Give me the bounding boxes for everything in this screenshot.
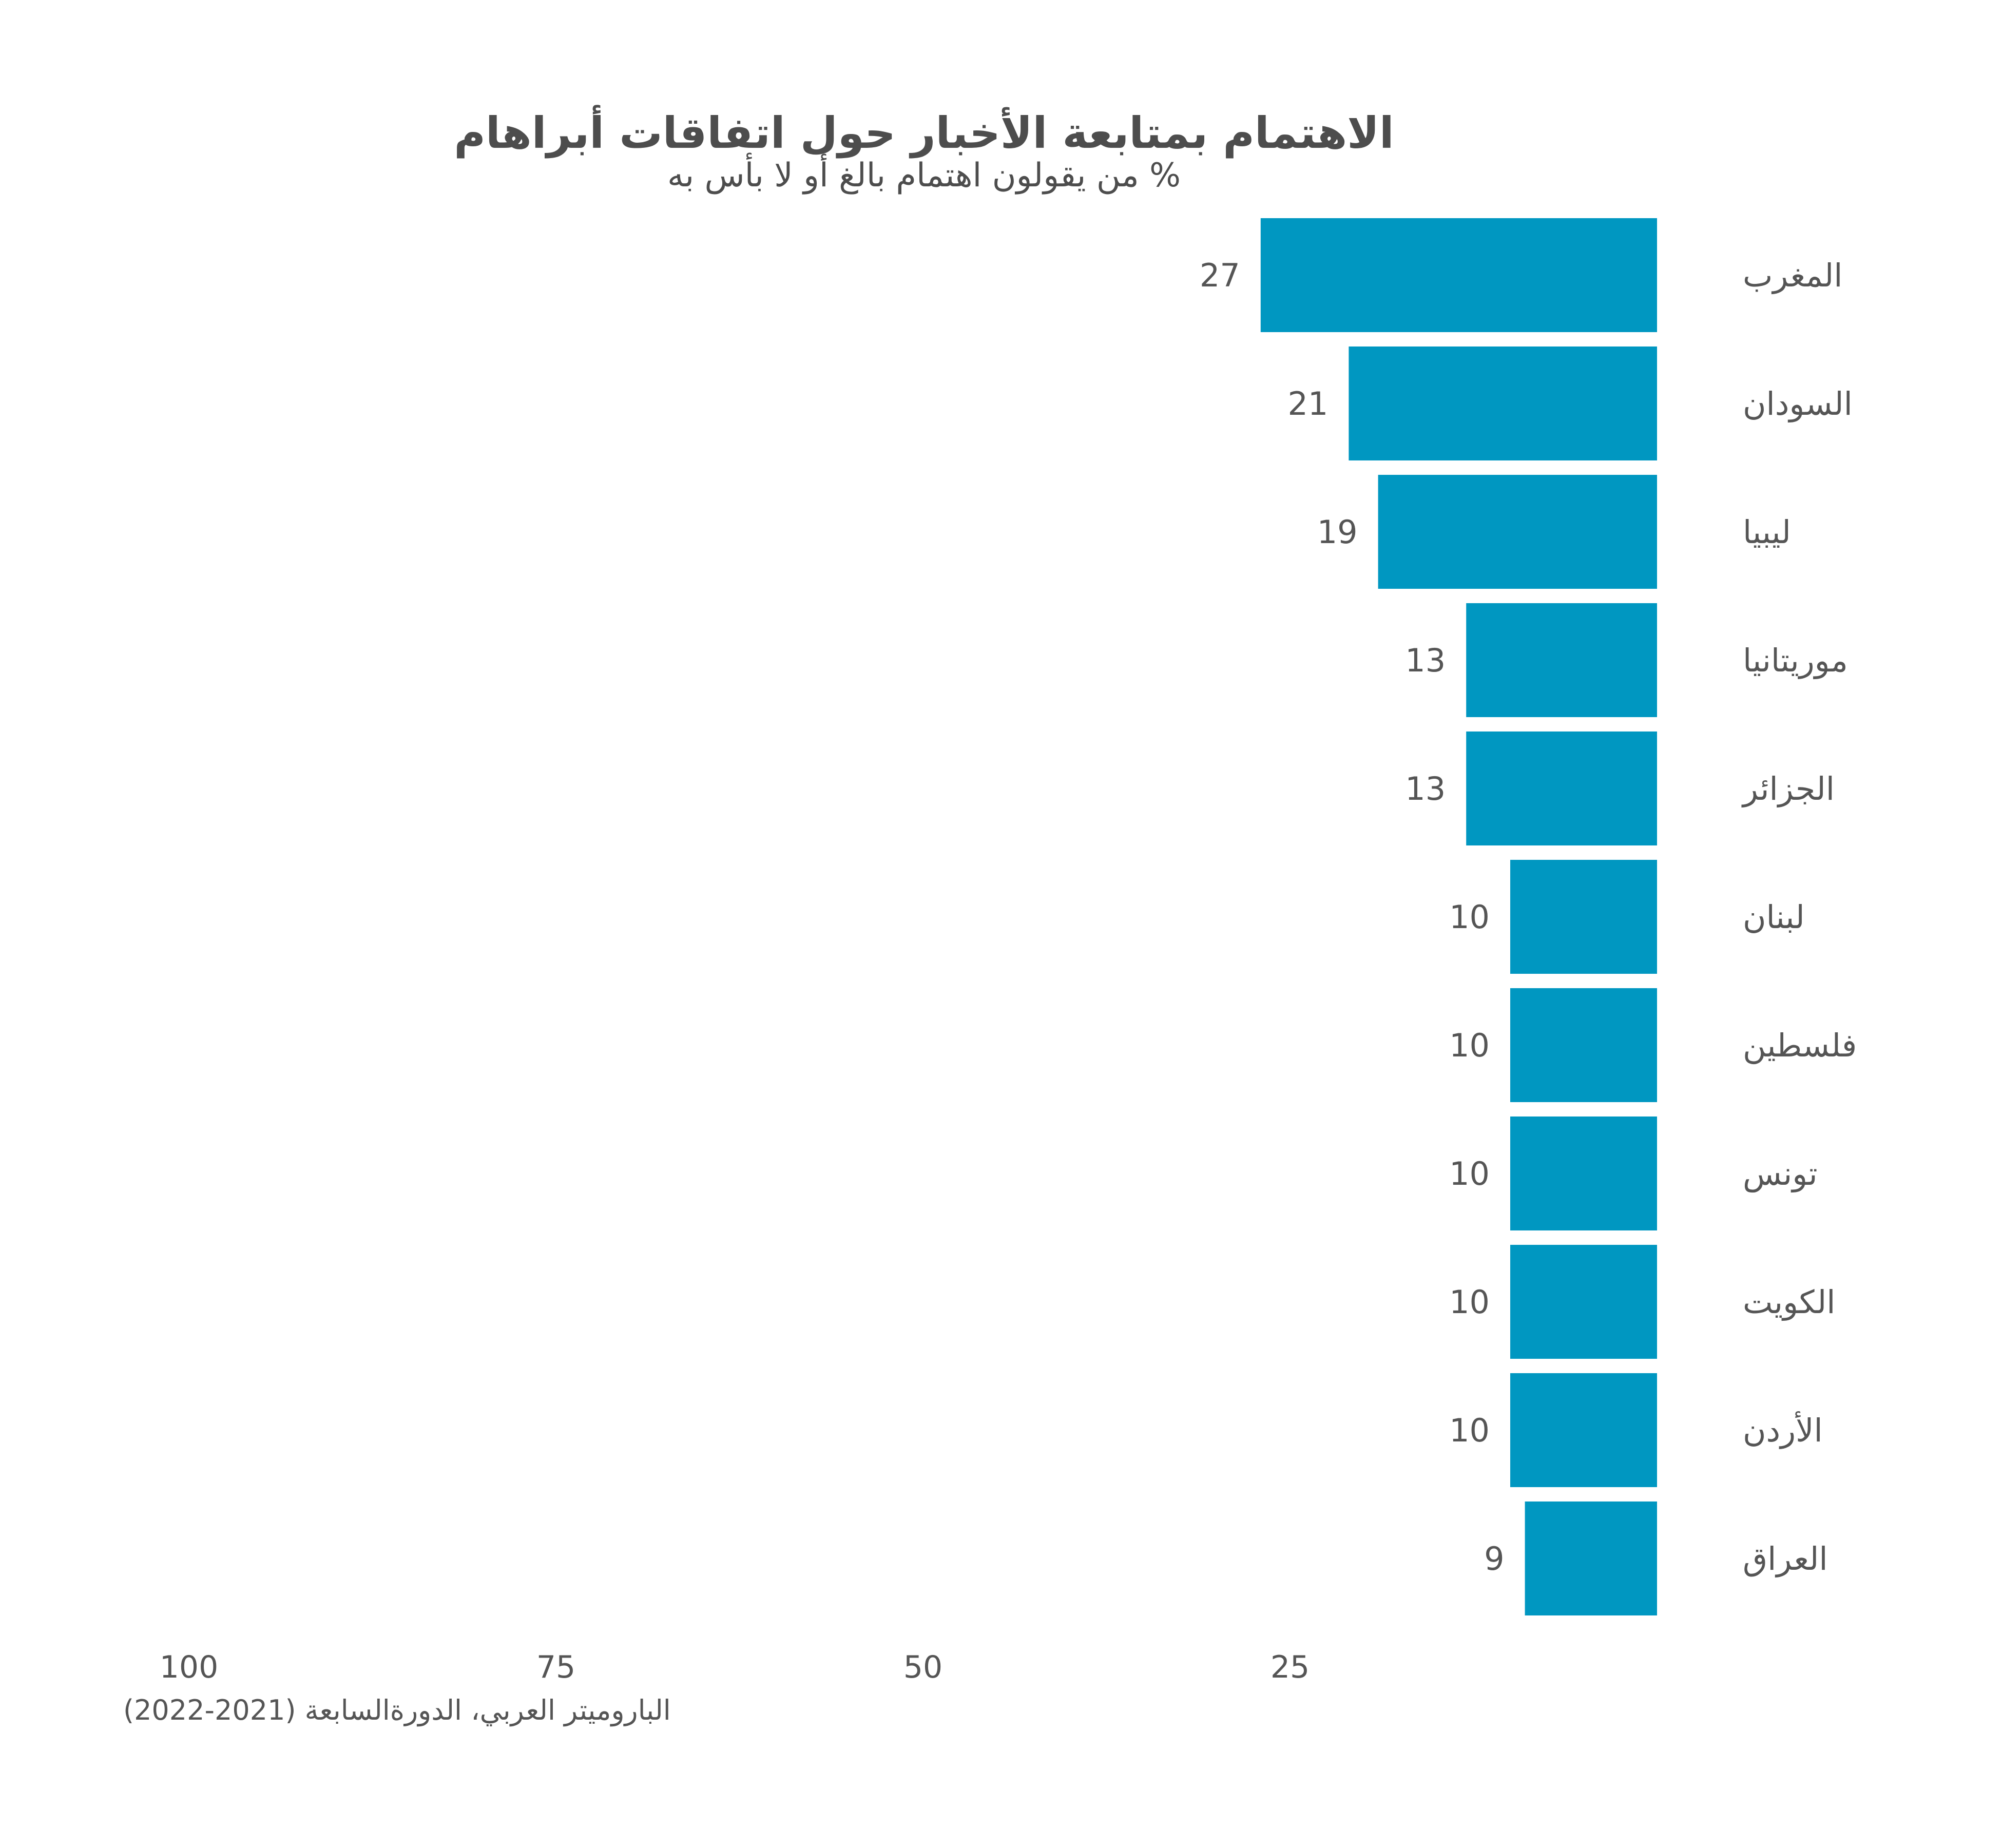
category-label-5: لبنان — [1743, 898, 1805, 936]
category-label-2: ليبيا — [1743, 513, 1791, 551]
bar-4 — [1466, 732, 1657, 845]
value-label-4: 13 — [1405, 770, 1446, 807]
value-label-7: 10 — [1449, 1155, 1490, 1192]
source-note: الباروميتر العربي، الدورةالسابعة (2021-2… — [123, 1694, 671, 1726]
bar-3 — [1466, 603, 1657, 717]
bar-0 — [1260, 218, 1657, 332]
category-label-9: الأردن — [1743, 1411, 1823, 1449]
value-label-9: 10 — [1449, 1412, 1490, 1449]
bar-9 — [1510, 1373, 1657, 1487]
category-label-1: السودان — [1743, 385, 1853, 422]
bar-5 — [1510, 860, 1657, 974]
bar-1 — [1349, 346, 1657, 460]
value-label-3: 13 — [1405, 642, 1446, 679]
x-tick-100: 100 — [160, 1649, 219, 1685]
value-label-0: 27 — [1200, 257, 1240, 294]
category-label-3: موريتانيا — [1743, 642, 1848, 679]
category-label-7: تونس — [1743, 1155, 1818, 1192]
bar-6 — [1510, 988, 1657, 1102]
x-tick-50: 50 — [903, 1649, 942, 1685]
category-label-8: الكويت — [1743, 1283, 1836, 1321]
value-label-2: 19 — [1317, 513, 1358, 551]
category-label-4: الجزائر — [1741, 770, 1835, 807]
value-label-6: 10 — [1449, 1027, 1490, 1064]
chart-subtitle: % من يقولون اهتمام بالغ أو لا بأس به — [667, 157, 1181, 195]
chart-title: الاهتمام بمتابعة الأخبار حول اتفاقات أبر… — [454, 108, 1394, 158]
bar-10 — [1525, 1502, 1657, 1615]
value-label-10: 9 — [1484, 1540, 1504, 1577]
category-label-0: المغرب — [1743, 257, 1842, 294]
value-label-8: 10 — [1449, 1283, 1490, 1321]
bar-8 — [1510, 1245, 1657, 1359]
category-label-10: العراق — [1743, 1540, 1828, 1577]
bar-7 — [1510, 1116, 1657, 1230]
x-tick-75: 75 — [536, 1649, 575, 1685]
category-label-6: فلسطين — [1743, 1027, 1857, 1064]
x-tick-25: 25 — [1270, 1649, 1310, 1685]
value-label-1: 21 — [1287, 385, 1328, 422]
bar-2 — [1378, 475, 1657, 589]
value-label-5: 10 — [1449, 898, 1490, 936]
